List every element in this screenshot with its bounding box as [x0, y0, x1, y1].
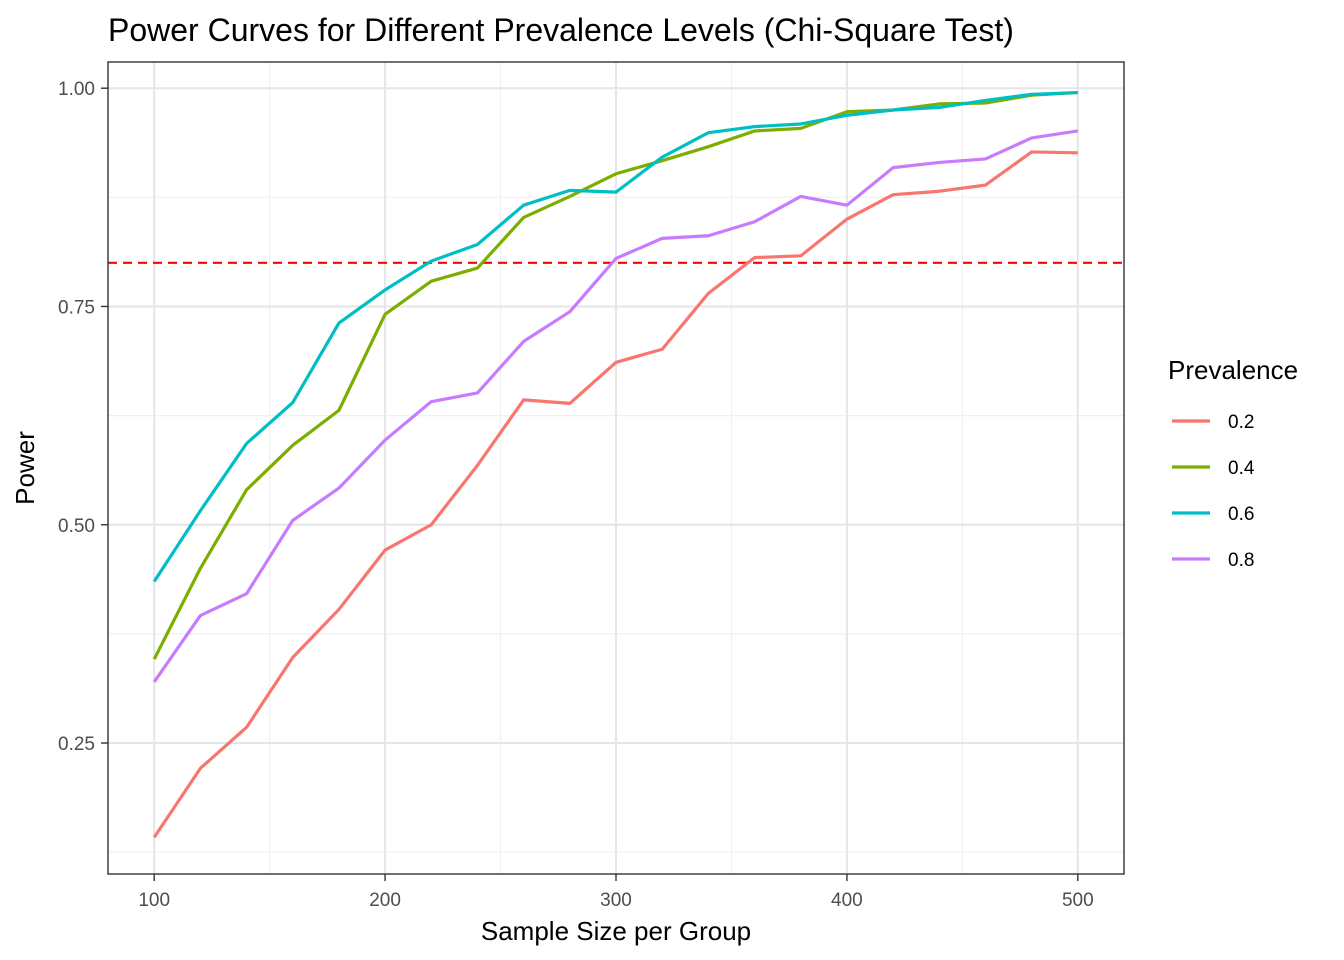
y-axis-ticks: 0.25 0.50 0.75 1.00	[58, 79, 108, 755]
series-line-0-8	[152, 129, 1079, 683]
series-lines	[152, 90, 1079, 839]
chart-title: Power Curves for Different Prevalence Le…	[108, 12, 1014, 48]
y-tick-label: 0.25	[58, 734, 95, 755]
x-tick-label: 500	[1062, 890, 1094, 911]
legend-label-0-2: 0.2	[1228, 412, 1254, 433]
legend-label-0-4: 0.4	[1228, 458, 1255, 479]
y-tick-label: 1.00	[58, 79, 95, 100]
y-tick-label: 0.50	[58, 516, 95, 537]
x-tick-label: 300	[600, 890, 632, 911]
x-tick-label: 400	[831, 890, 863, 911]
y-tick-label: 0.75	[58, 297, 95, 318]
series-line-0-6	[152, 90, 1078, 583]
x-tick-label: 100	[138, 890, 170, 911]
y-axis-title: Power	[10, 431, 40, 505]
legend-items: 0.2 0.4 0.6 0.8	[1172, 412, 1255, 571]
series-line-0-4	[152, 90, 1078, 660]
legend-label-0-8: 0.8	[1228, 550, 1254, 571]
legend-title: Prevalence	[1168, 355, 1298, 385]
legend: Prevalence 0.2 0.4 0.6 0.8	[1168, 355, 1298, 571]
x-tick-label: 200	[369, 890, 401, 911]
series-line-0-2	[152, 150, 1078, 839]
x-axis-ticks: 100 200 300 400 500	[138, 874, 1094, 911]
major-gridlines	[108, 62, 1124, 874]
legend-label-0-6: 0.6	[1228, 504, 1254, 525]
x-axis-title: Sample Size per Group	[481, 916, 751, 946]
